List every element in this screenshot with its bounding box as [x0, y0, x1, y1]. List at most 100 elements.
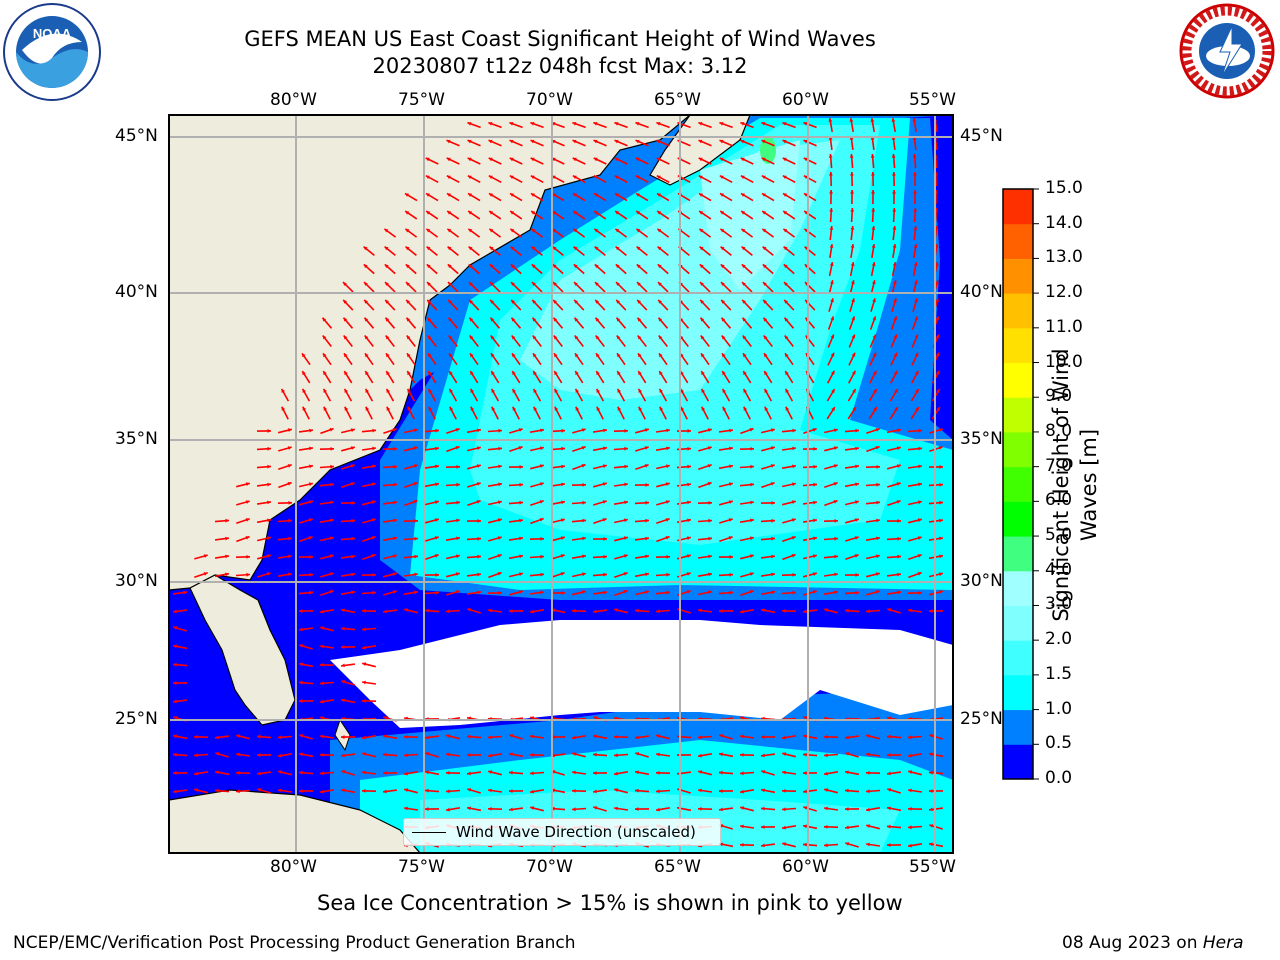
wave-arrow-head: [782, 175, 787, 179]
wave-arrow-head: [666, 446, 670, 451]
wave-arrow-head: [935, 316, 939, 321]
wave-arrow-head: [887, 806, 891, 811]
wave-arrow-head: [510, 246, 515, 251]
wave-arrow-head: [635, 770, 639, 775]
wave-arrow-head: [603, 554, 607, 559]
wave-arrow-head: [764, 406, 769, 411]
wave-arrow-head: [762, 264, 767, 269]
wave-arrow-head: [455, 446, 460, 450]
wave-arrow-head: [699, 211, 704, 215]
wave-arrow-head: [456, 500, 460, 505]
wave-arrow-head: [245, 500, 250, 504]
wave-arrow-head: [533, 353, 537, 358]
wave-arrow-head: [593, 752, 597, 757]
lon-label-top-80w: 80°W: [270, 90, 317, 110]
svg-text:NOAA: NOAA: [33, 26, 72, 41]
nws-logo: [1179, 3, 1275, 99]
wave-arrow-head: [194, 788, 199, 792]
wave-arrow-head: [581, 446, 586, 450]
wave-arrow-head: [572, 609, 576, 613]
wave-arrow-head: [343, 282, 347, 286]
wave-arrow-head: [581, 590, 586, 594]
wave-arrow-head: [750, 500, 754, 505]
wave-arrow-head: [740, 789, 744, 794]
wave-arrow-head: [708, 536, 712, 541]
wave-arrow-head: [700, 335, 705, 340]
wave-arrow-head: [320, 681, 324, 686]
wave-arrow-head: [532, 282, 536, 286]
colorbar-tick-label: 1.5: [1045, 663, 1073, 684]
wave-arrow-head: [742, 299, 746, 304]
wave-arrow-head: [467, 139, 472, 144]
wave-arrow-head: [363, 246, 368, 251]
wave-arrow-head: [645, 518, 649, 523]
wave-arrow-head: [936, 407, 940, 412]
wave-arrow-head: [509, 789, 513, 793]
wave-arrow-head: [530, 734, 534, 739]
wave-arrow-head: [497, 536, 502, 540]
wave-arrow-head: [875, 428, 880, 432]
wave-arrow-head: [594, 264, 599, 269]
wave-arrow-head: [329, 554, 334, 558]
wave-arrow-head: [278, 753, 282, 758]
wave-arrow-head: [173, 752, 177, 757]
wave-arrow-head: [740, 753, 744, 757]
wave-arrow-head: [533, 406, 538, 411]
wave-arrow-head: [761, 735, 765, 739]
wave-arrow-head: [530, 789, 534, 794]
wave-arrow-head: [635, 139, 640, 144]
wave-arrow-head: [603, 464, 607, 469]
wave-arrow-head: [489, 228, 494, 233]
wave-arrow-head: [582, 500, 586, 505]
colorbar-swatch: [1003, 397, 1033, 433]
wave-arrow-head: [719, 734, 724, 738]
wave-arrow-head: [687, 536, 691, 541]
wave-arrow-head: [299, 789, 303, 793]
wave-arrow-head: [658, 335, 663, 340]
wave-arrow-head: [489, 211, 494, 215]
wave-arrow-head: [362, 699, 366, 703]
wave-arrow-head: [913, 262, 918, 266]
wave-arrow-head: [720, 193, 724, 197]
wave-arrow-head: [740, 609, 744, 614]
wave-arrow-head: [656, 789, 660, 794]
wave-arrow-head: [236, 752, 240, 757]
wave-arrow-head: [596, 353, 600, 358]
wave-arrow-head: [636, 246, 641, 251]
wave-arrow-head: [698, 175, 703, 179]
wave-arrow-head: [824, 825, 828, 829]
wave-arrow-head: [533, 388, 537, 393]
wave-arrow-head: [908, 753, 912, 758]
wave-arrow-head: [635, 175, 640, 179]
wave-arrow-head: [488, 122, 493, 126]
wave-arrow-head: [510, 211, 515, 215]
wave-arrow-head: [707, 482, 712, 486]
wave-arrow-head: [491, 388, 495, 393]
wave-arrow-head: [929, 842, 933, 847]
wave-arrow-head: [845, 735, 849, 740]
wave-arrow-head: [365, 353, 369, 358]
wave-arrow-head: [446, 807, 450, 812]
wave-arrow-head: [913, 208, 918, 212]
wave-arrow-head: [782, 122, 787, 126]
wave-arrow-head: [866, 609, 870, 614]
wave-arrow-head: [914, 370, 919, 375]
wave-arrow-head: [891, 154, 896, 158]
wave-arrow-head: [519, 465, 523, 469]
wave-arrow-head: [320, 789, 324, 794]
wave-arrow-head: [771, 428, 775, 433]
wave-arrow-head: [435, 573, 439, 577]
chart-subtitle: 20230807 t12z 048h fcst Max: 3.12: [372, 54, 748, 78]
wave-arrow-head: [343, 335, 348, 340]
wave-arrow-head: [594, 193, 598, 197]
wave-arrow-head: [363, 264, 368, 269]
wave-arrow-head: [531, 211, 536, 215]
wave-arrow-head: [530, 771, 534, 776]
wave-arrow-head: [603, 572, 607, 577]
wave-arrow-head: [740, 843, 744, 847]
wave-arrow-head: [341, 645, 345, 649]
wave-arrow-head: [278, 770, 283, 774]
wave-arrow-head: [637, 317, 642, 322]
wave-arrow-head: [871, 190, 875, 194]
wave-arrow-head: [362, 627, 366, 632]
